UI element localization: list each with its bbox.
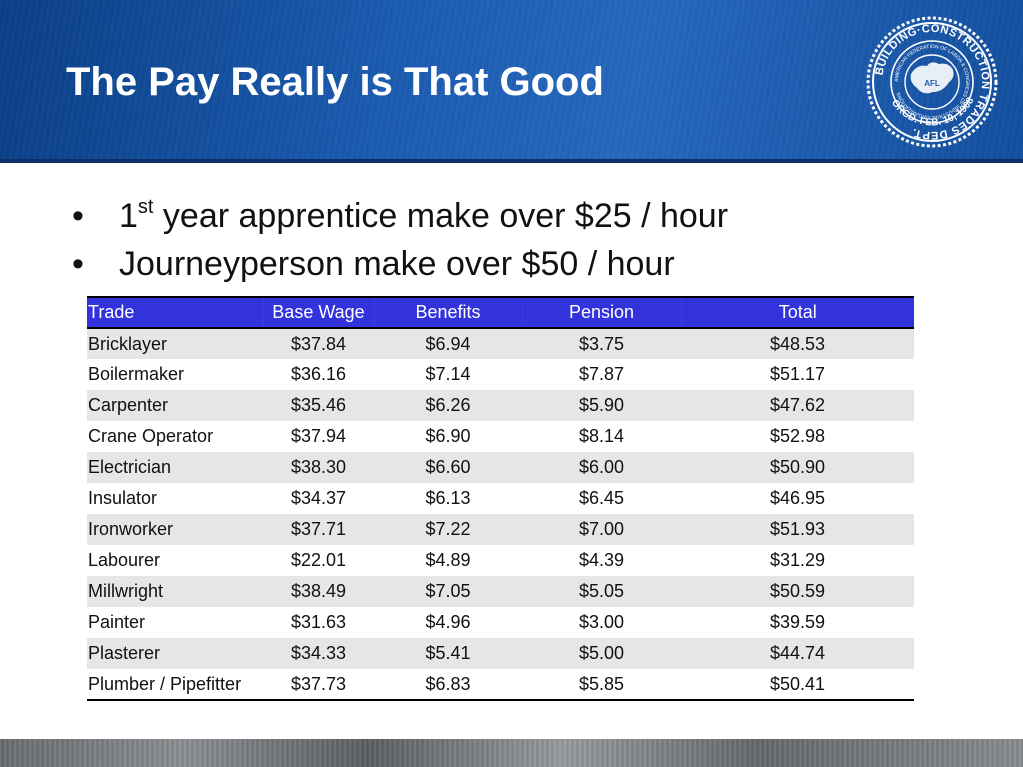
cell-pension: $5.00 xyxy=(578,643,625,663)
table-row: Carpenter $35.46 $6.26 $5.90 $47.62 xyxy=(87,390,914,421)
cell-benefits: $6.90 xyxy=(425,426,471,446)
cell-total: $31.29 xyxy=(769,550,826,570)
cell-pension: $3.00 xyxy=(578,612,625,632)
cell-base-wage: $37.71 xyxy=(290,519,347,539)
seal-center-text: AFL xyxy=(924,79,940,88)
header-pension: Pension xyxy=(521,296,681,329)
cell-trade: Plumber / Pipefitter xyxy=(87,669,263,701)
cell-pension: $8.14 xyxy=(578,426,625,446)
cell-trade: Labourer xyxy=(88,550,161,570)
cell-trade: Carpenter xyxy=(88,395,169,415)
bullet-list: • 1st year apprentice make over $25 / hou… xyxy=(72,192,728,288)
bullet-dot: • xyxy=(72,197,84,235)
cell-total: $47.62 xyxy=(769,395,826,415)
cell-trade: Insulator xyxy=(88,488,158,508)
cell-total: $44.74 xyxy=(769,643,826,663)
cell-base-wage: $36.16 xyxy=(290,364,347,384)
cell-pension: $4.39 xyxy=(578,550,625,570)
cell-total: $50.90 xyxy=(769,457,826,477)
header-trade: Trade xyxy=(87,296,263,329)
cell-benefits: $5.41 xyxy=(425,643,471,663)
table-row: Labourer $22.01 $4.89 $4.39 $31.29 xyxy=(87,545,914,576)
cell-total: $52.98 xyxy=(769,426,826,446)
cell-pension: $7.00 xyxy=(578,519,625,539)
cell-pension: $6.45 xyxy=(578,488,625,508)
cell-trade: Ironworker xyxy=(88,519,174,539)
cell-pension: $3.75 xyxy=(578,333,625,354)
cell-benefits: $7.05 xyxy=(425,581,471,601)
cell-benefits: $4.89 xyxy=(425,550,471,570)
cell-total: $39.59 xyxy=(769,612,826,632)
cell-total: $50.41 xyxy=(681,669,914,701)
cell-benefits: $6.60 xyxy=(425,457,471,477)
cell-total: $46.95 xyxy=(769,488,826,508)
bullet-apprentice: • 1st year apprentice make over $25 / hou… xyxy=(72,192,728,240)
cell-base-wage: $22.01 xyxy=(290,550,347,570)
footer-texture-strip xyxy=(0,739,1023,767)
header-base-wage: Base Wage xyxy=(262,296,374,329)
cell-trade: Boilermaker xyxy=(88,364,185,384)
table-row: Ironworker $37.71 $7.22 $7.00 $51.93 xyxy=(87,514,914,545)
cell-trade: Millwright xyxy=(88,581,164,601)
table-header-row: Trade Base Wage Benefits Pension Total xyxy=(87,296,914,329)
table-row: Electrician $38.30 $6.60 $6.00 $50.90 xyxy=(87,452,914,483)
header-benefits: Benefits xyxy=(373,296,522,329)
table-row: Crane Operator $37.94 $6.90 $8.14 $52.98 xyxy=(87,421,914,452)
cell-benefits: $7.14 xyxy=(425,364,471,384)
table-row: Plasterer $34.33 $5.41 $5.00 $44.74 xyxy=(87,638,914,669)
cell-benefits: $6.94 xyxy=(425,333,471,354)
slide-title: The Pay Really is That Good xyxy=(66,60,604,104)
title-banner: The Pay Really is That Good BUILDING·CON… xyxy=(0,0,1023,163)
table-row: Plumber / Pipefitter $37.73 $6.83 $5.85 $50.… xyxy=(87,669,914,701)
cell-benefits: $7.22 xyxy=(425,519,471,539)
cell-base-wage: $37.73 xyxy=(263,669,374,701)
cell-pension: $6.00 xyxy=(578,457,625,477)
cell-total: $50.59 xyxy=(769,581,826,601)
cell-base-wage: $37.94 xyxy=(290,426,347,446)
cell-benefits: $6.83 xyxy=(374,669,522,701)
cell-pension: $5.90 xyxy=(578,395,625,415)
cell-trade: Crane Operator xyxy=(88,426,214,446)
cell-trade: Plasterer xyxy=(88,643,161,663)
cell-pension: $5.05 xyxy=(578,581,625,601)
bullet-dot: • xyxy=(72,245,84,283)
cell-base-wage: $31.63 xyxy=(290,612,347,632)
cell-base-wage: $38.30 xyxy=(290,457,347,477)
cell-trade: Painter xyxy=(88,612,146,632)
cell-base-wage: $38.49 xyxy=(290,581,347,601)
cell-trade: Bricklayer xyxy=(88,333,168,354)
cell-pension: $5.85 xyxy=(522,669,681,701)
cell-total: $48.53 xyxy=(769,333,826,354)
table-row: Millwright $38.49 $7.05 $5.05 $50.59 xyxy=(87,576,914,607)
header-total: Total xyxy=(680,296,914,329)
building-trades-seal-icon: BUILDING·CONSTRUCTION TRADES DEPT. AMERI… xyxy=(866,16,998,148)
table-row: Insulator $34.37 $6.13 $6.45 $46.95 xyxy=(87,483,914,514)
cell-base-wage: $35.46 xyxy=(290,395,347,415)
bullet-journeyperson: • Journeyperson make over $50 / hour xyxy=(72,240,728,288)
cell-benefits: $6.26 xyxy=(425,395,471,415)
cell-pension: $7.87 xyxy=(578,364,625,384)
cell-base-wage: $37.84 xyxy=(290,333,347,354)
cell-base-wage: $34.33 xyxy=(290,643,347,663)
cell-trade: Electrician xyxy=(88,457,172,477)
cell-benefits: $6.13 xyxy=(425,488,471,508)
wage-table: Trade Base Wage Benefits Pension Total B… xyxy=(87,296,914,701)
cell-benefits: $4.96 xyxy=(425,612,471,632)
cell-base-wage: $34.37 xyxy=(290,488,347,508)
table-row: Painter $31.63 $4.96 $3.00 $39.59 xyxy=(87,607,914,638)
cell-total: $51.17 xyxy=(769,364,826,384)
table-row: Boilermaker $36.16 $7.14 $7.87 $51.17 xyxy=(87,359,914,390)
table-row: Bricklayer $37.84 $6.94 $3.75 $48.53 xyxy=(87,328,914,359)
cell-total: $51.93 xyxy=(769,519,826,539)
